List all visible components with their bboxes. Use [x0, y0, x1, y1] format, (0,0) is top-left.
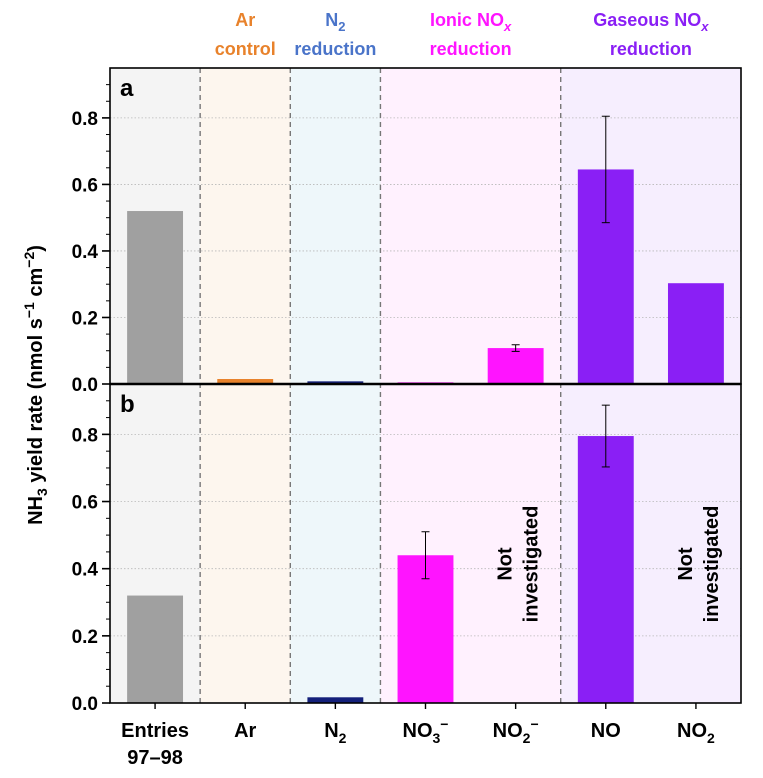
xtick-label-sup: − — [530, 716, 538, 732]
xtick-label-sub: 2 — [707, 730, 715, 746]
ytick-label: 0.0 — [72, 375, 98, 396]
xtick-label-main: NO — [677, 720, 707, 742]
xtick-label-5: NO — [591, 720, 621, 742]
panel-label-a: a — [120, 75, 134, 102]
xtick-label-sub: 3 — [433, 730, 441, 746]
not-investigated-line1: Not — [675, 547, 697, 581]
bar-a-4 — [487, 348, 544, 384]
group-header-line2: reduction — [294, 39, 376, 59]
xtick-label-sub: 2 — [339, 730, 347, 746]
group-header-text: Ionic NO — [430, 10, 504, 30]
not-investigated-line2: investigated — [701, 506, 723, 623]
not-investigated-line1: Not — [495, 547, 517, 581]
xtick-label-3: NO3− — [403, 716, 449, 746]
bars — [127, 115, 724, 703]
ytick-label: 0.6 — [72, 175, 98, 196]
bar-a-1 — [217, 379, 274, 384]
bar-a-6 — [667, 283, 724, 384]
bg-panel-a-col-1 — [200, 68, 291, 384]
group-header-line2: reduction — [430, 39, 512, 59]
group-header-line1: Ar — [235, 10, 255, 30]
xtick-label-main: Ar — [234, 720, 256, 742]
xtick-label-line2: 97–98 — [127, 747, 183, 769]
ylabel-part: NH — [25, 496, 47, 525]
group-header-text: Ar — [235, 10, 255, 30]
ylabel-sup: −1 — [21, 302, 37, 318]
ytick-label: 0.4 — [72, 242, 99, 263]
bar-b-2 — [307, 697, 364, 703]
ytick-label: 0.2 — [72, 627, 98, 648]
ytick-label: 0.0 — [72, 694, 98, 715]
xtick-label-6: NO2 — [677, 720, 715, 746]
ylabel-part: yield rate (nmol s — [25, 318, 47, 488]
panel-label-b: b — [120, 391, 135, 418]
group-header-line1: Gaseous NOx — [593, 10, 709, 34]
xtick-label-0: Entries — [121, 720, 189, 742]
ytick-label: 0.4 — [72, 560, 99, 581]
xtick-label-2: N2 — [324, 720, 346, 746]
ylabel-sub: 3 — [34, 488, 50, 496]
bg-panel-b-col-4 — [470, 384, 562, 703]
bg-panel-b-col-1 — [200, 384, 291, 703]
bg-panel-a-col-4 — [470, 68, 562, 384]
bg-panel-a-col-3 — [380, 68, 472, 384]
ytick-label: 0.2 — [72, 308, 98, 329]
group-header-text: N — [325, 10, 338, 30]
xtick-label-main: Entries — [121, 720, 189, 742]
bg-panel-b-col-2 — [290, 384, 381, 703]
group-header-line1: Ionic NOx — [430, 10, 512, 34]
group-header-sub: 2 — [338, 19, 345, 34]
bar-b-5 — [577, 436, 634, 703]
group-header-line2: control — [215, 39, 276, 59]
plot-frames — [102, 67, 742, 709]
not-investigated-label: Not investigated — [495, 506, 543, 623]
bar-a-2 — [307, 381, 364, 384]
xtick-label-4: NO2− — [493, 716, 539, 746]
bar-a-0 — [127, 211, 184, 384]
bg-panel-a-col-2 — [290, 68, 381, 384]
ylabel-part: ) — [25, 245, 47, 252]
ytick-label: 0.8 — [72, 109, 98, 130]
ylabel-part: cm — [25, 268, 47, 302]
ytick-label: 0.6 — [72, 493, 98, 514]
bar-b-3 — [397, 555, 454, 703]
group-header-text: Gaseous NO — [593, 10, 701, 30]
ytick-label: 0.8 — [72, 425, 98, 446]
bar-b-0 — [127, 595, 184, 703]
xtick-label-main: N — [324, 720, 338, 742]
group-header-sub: x — [700, 19, 709, 34]
xtick-label-sub: 2 — [523, 730, 531, 746]
xtick-label-main: NO — [403, 720, 433, 742]
xtick-label-main: NO — [591, 720, 621, 742]
group-header-sub: x — [503, 19, 512, 34]
xtick-label-sup: − — [440, 716, 448, 732]
xtick-label-1: Ar — [234, 720, 256, 742]
group-separators — [199, 68, 562, 703]
group-header-line1: N2 — [325, 10, 345, 34]
bg-panel-b-col-6 — [650, 384, 742, 703]
not-investigated-label: Not investigated — [675, 506, 723, 623]
xtick-label-main: NO — [493, 720, 523, 742]
ylabel-sup: −2 — [21, 252, 37, 268]
not-investigated-line2: investigated — [521, 506, 543, 623]
y-axis-label: NH3 yield rate (nmol s−1 cm−2) — [21, 245, 50, 525]
group-header-line2: reduction — [610, 39, 692, 59]
